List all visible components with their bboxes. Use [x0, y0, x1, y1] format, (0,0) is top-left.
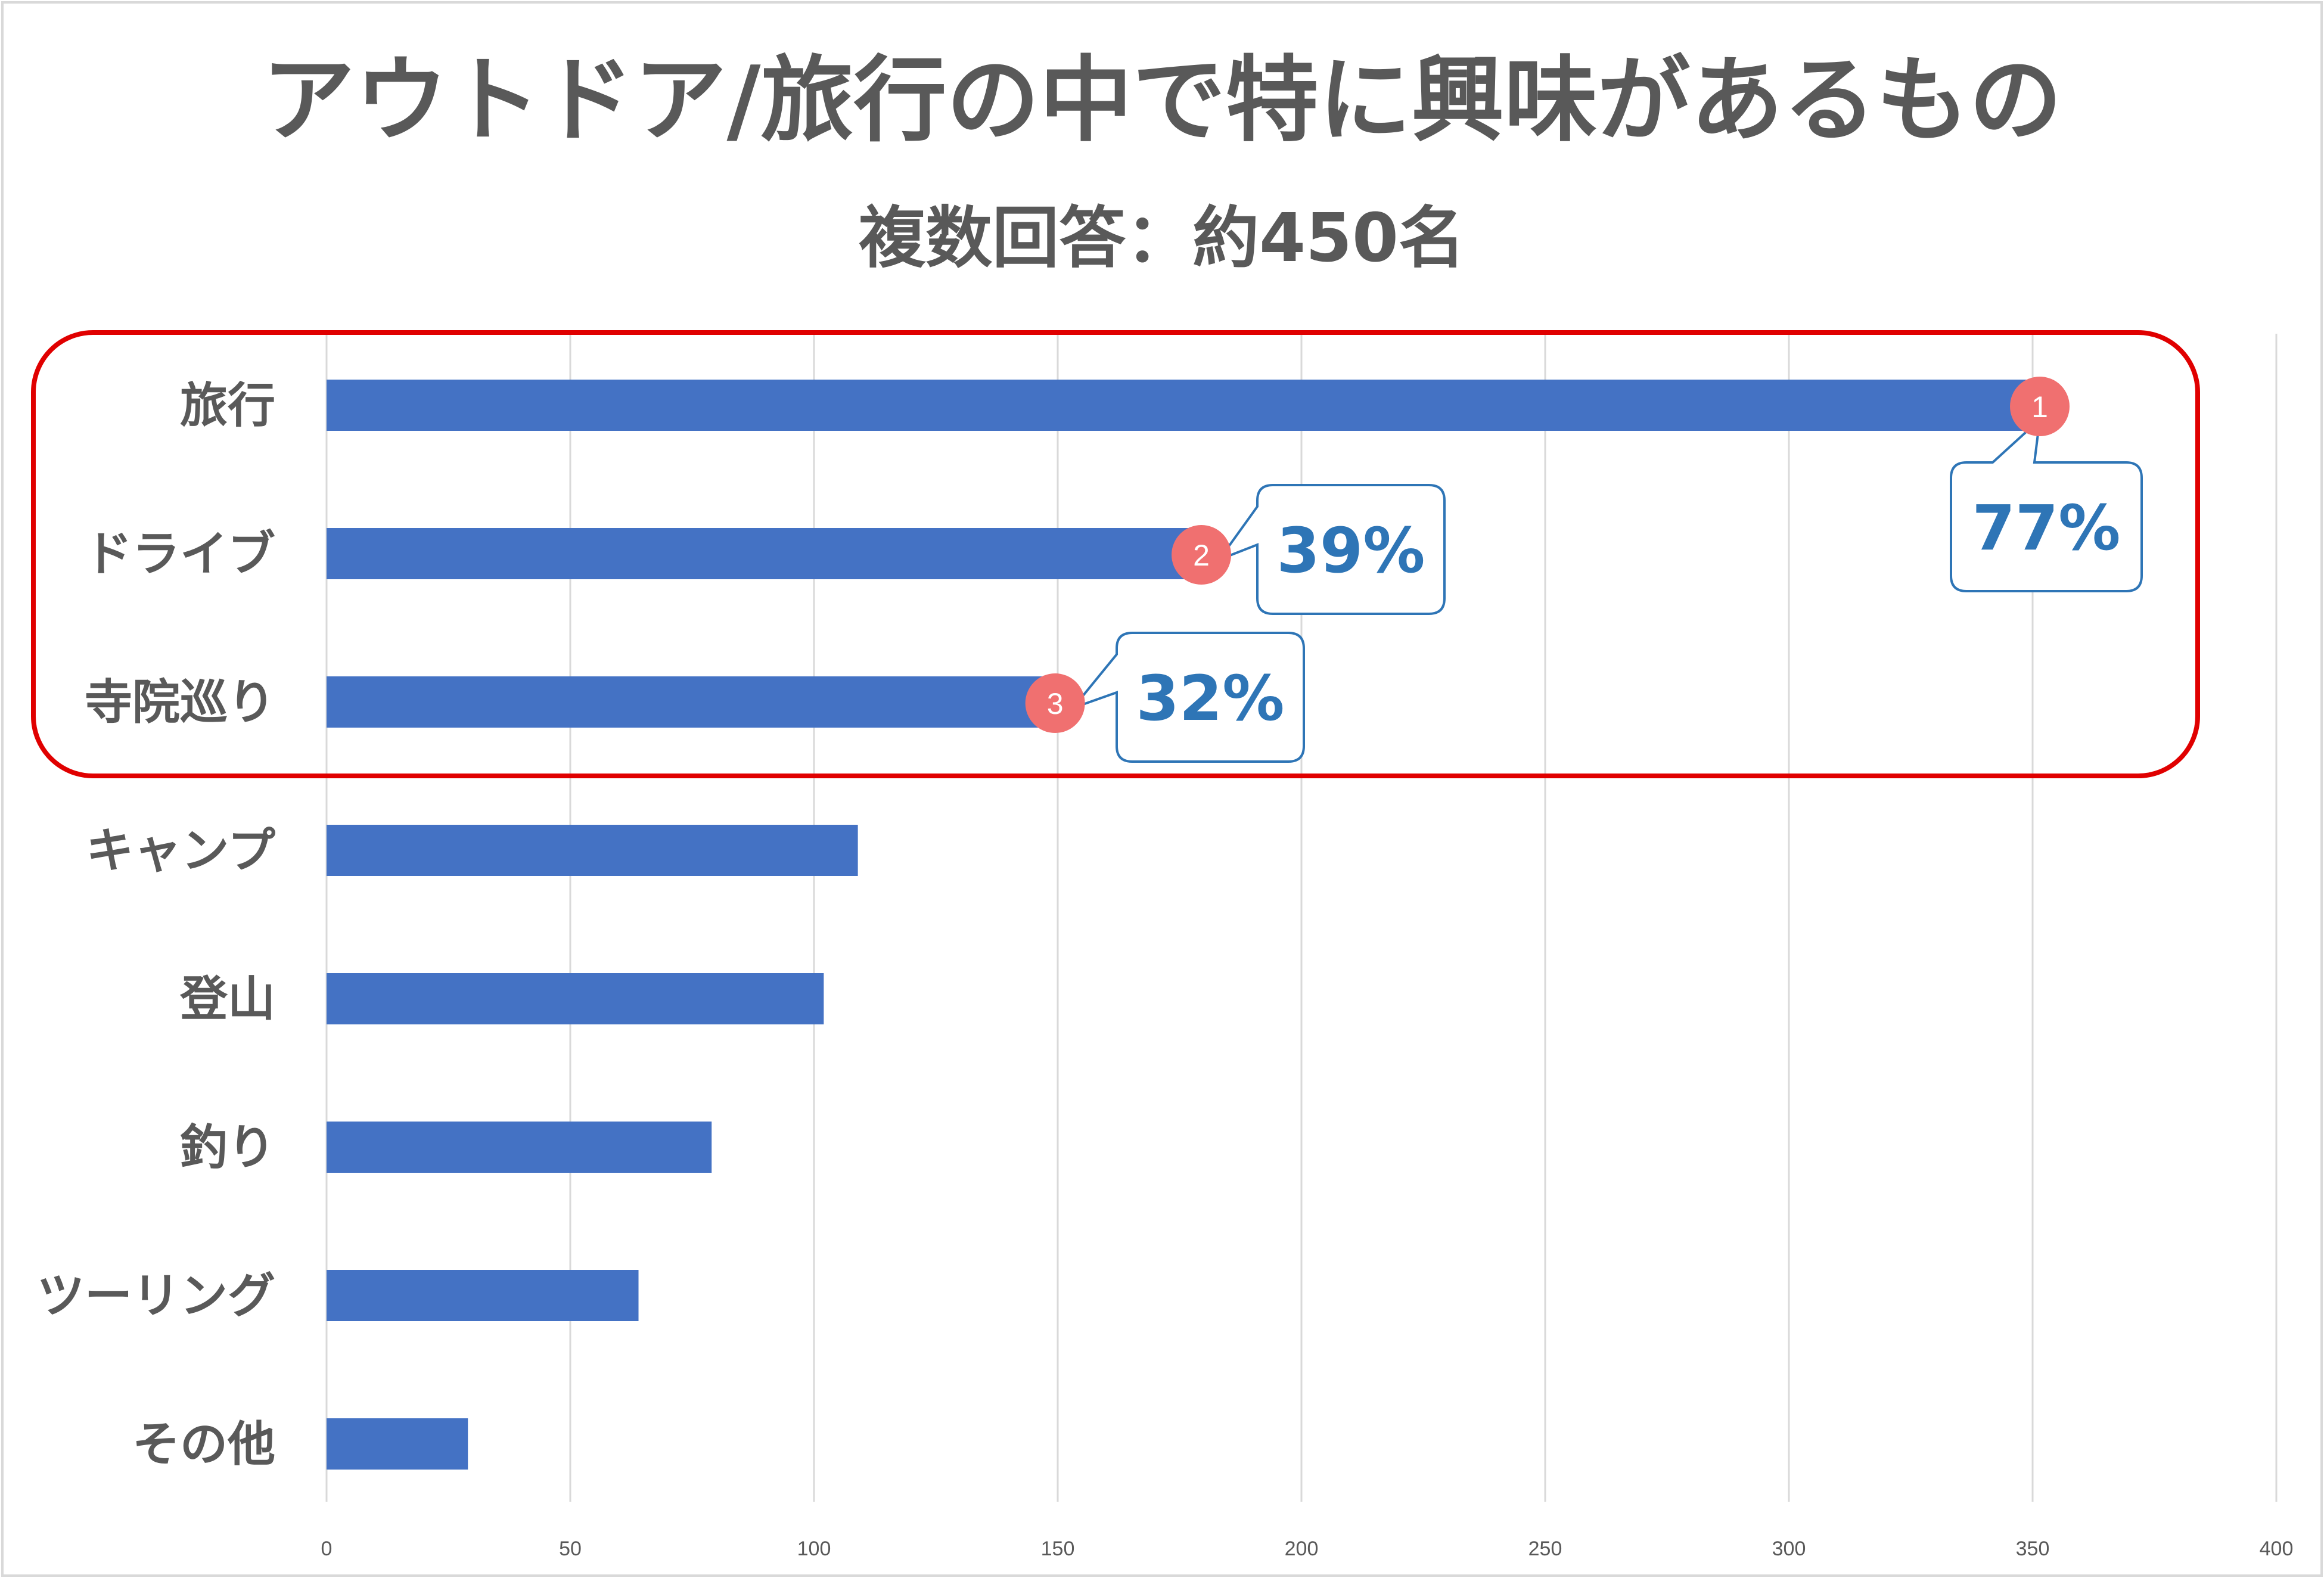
callout-box-3: [1069, 632, 1305, 763]
chart-title: アウトドア/旅行の中で特に興味があるもの: [262, 46, 2062, 154]
x-tick-label-150: 150: [1041, 1537, 1075, 1560]
highlight-frame: [31, 330, 2200, 778]
rank-badge-2: [1172, 525, 1232, 585]
category-label-2: ドライブ: [85, 526, 275, 582]
x-tick-label-0: 0: [321, 1537, 333, 1560]
chart-subtitle: 複数回答：約450名: [859, 200, 1465, 277]
rank-label-2: 2: [1193, 539, 1210, 572]
bars: [327, 380, 2033, 1470]
category-label-5: 登山: [179, 971, 275, 1027]
x-tick-label-400: 400: [2260, 1537, 2294, 1560]
annotations: 77% 1 39% 2 32% 3: [1025, 377, 2143, 763]
category-label-1: 旅行: [180, 378, 275, 433]
category-label-4: キャンプ: [86, 823, 275, 878]
bar-5: [327, 973, 824, 1024]
bar-1: [327, 380, 2033, 431]
x-axis-ticks: 0 50 100 150 200 250 300 350 400: [321, 1537, 2294, 1560]
bar-3: [327, 676, 1048, 728]
category-label-6: 釣り: [180, 1120, 275, 1175]
percent-label-1: 77%: [1972, 492, 2121, 564]
bar-6: [327, 1122, 712, 1173]
rank-badge-1: [2010, 377, 2070, 436]
callout-box-1: [1950, 416, 2143, 592]
callout-box-2: [1216, 484, 1446, 615]
category-label-3: 寺院巡り: [85, 675, 275, 730]
x-tick-label-50: 50: [559, 1537, 582, 1560]
bar-4: [327, 825, 858, 876]
x-tick-label-250: 250: [1528, 1537, 1562, 1560]
x-tick-label-100: 100: [797, 1537, 831, 1560]
rank-label-3: 3: [1047, 687, 1064, 720]
bar-7: [327, 1270, 639, 1321]
rank-label-1: 1: [2031, 390, 2048, 424]
x-tick-label-300: 300: [1772, 1537, 1806, 1560]
bar-2: [327, 528, 1195, 579]
bar-8: [327, 1418, 468, 1470]
x-tick-label-350: 350: [2016, 1537, 2050, 1560]
percent-label-3: 32%: [1136, 662, 1285, 735]
rank-badge-3: [1025, 673, 1085, 733]
x-tick-label-200: 200: [1285, 1537, 1319, 1560]
percent-label-2: 39%: [1277, 514, 1425, 587]
category-label-7: ツーリング: [37, 1268, 275, 1324]
category-label-8: その他: [132, 1417, 275, 1472]
highlight-group: [31, 330, 2200, 778]
